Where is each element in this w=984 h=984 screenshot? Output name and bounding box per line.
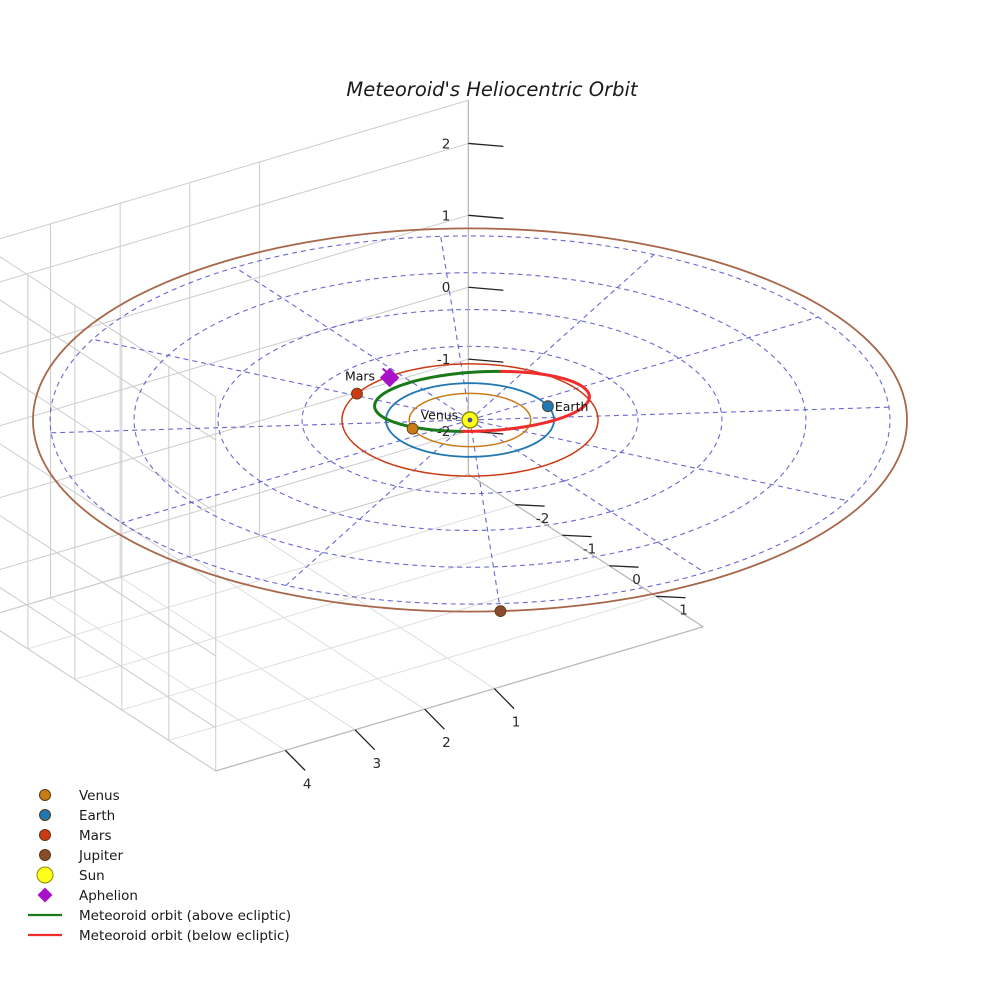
tick-mark xyxy=(493,688,515,710)
legend: Venus Earth Mars Jupiter Sun Aphelion Meteoroi… xyxy=(28,788,291,944)
legend-item[interactable]: Meteoroid orbit (below ecliptic) xyxy=(28,928,290,944)
tick-mark xyxy=(562,534,592,538)
sun-core-icon xyxy=(467,417,473,423)
polar-spoke xyxy=(469,316,819,421)
y-tick-label: 4 xyxy=(303,776,312,792)
body-label-mars: Mars xyxy=(345,369,375,384)
planet-marker-jupiter xyxy=(494,605,507,618)
legend-item[interactable]: Mars xyxy=(39,828,112,844)
tick-mark xyxy=(609,565,639,568)
legend-item[interactable]: Jupiter xyxy=(39,848,124,864)
polar-spoke xyxy=(469,419,848,502)
z-tick-label: -2 xyxy=(437,424,450,440)
polar-spoke xyxy=(51,419,471,434)
body-annotations: Venus Earth Mars xyxy=(345,369,588,423)
legend-item-label: Venus xyxy=(79,788,120,804)
tick-mark xyxy=(284,749,306,771)
legend-item-label: Earth xyxy=(79,808,115,824)
x-tick-label: 0 xyxy=(632,572,641,588)
meteoroid-orbit-segment xyxy=(373,369,503,433)
meteoroid-orbit xyxy=(373,369,591,433)
planet-orbit-path xyxy=(385,382,555,458)
tick-mark xyxy=(424,708,445,730)
legend-marker-circle xyxy=(39,789,51,801)
legend-marker-circle xyxy=(39,849,51,861)
planet-marker-venus xyxy=(406,422,419,435)
planet-marker-earth xyxy=(541,400,554,413)
legend-item[interactable]: Sun xyxy=(36,866,105,884)
legend-marker-diamond xyxy=(37,887,53,903)
polar-spoke xyxy=(440,236,471,421)
legend-item[interactable]: Earth xyxy=(39,808,116,824)
legend-item[interactable]: Meteoroid orbit (above ecliptic) xyxy=(28,908,291,924)
legend-item[interactable]: Venus xyxy=(39,788,120,804)
legend-marker-circle xyxy=(36,866,54,884)
body-label-earth: Earth xyxy=(555,399,589,414)
polar-spoke xyxy=(469,419,500,604)
tick-mark xyxy=(656,595,686,599)
z-tick-label: 1 xyxy=(442,208,451,224)
polar-spoke xyxy=(121,419,471,524)
tick-mark xyxy=(468,358,504,363)
legend-item-label: Sun xyxy=(79,868,105,884)
legend-item-label: Mars xyxy=(79,828,112,844)
aphelion-marker xyxy=(379,367,400,388)
body-markers xyxy=(351,367,554,618)
planet-marker-mars xyxy=(351,387,363,400)
x-tick-label: 1 xyxy=(679,603,688,619)
legend-item[interactable]: Aphelion xyxy=(37,887,138,905)
tick-mark xyxy=(468,214,504,219)
legend-item-label: Aphelion xyxy=(79,888,138,904)
tick-mark xyxy=(468,142,504,148)
z-tick-label: 0 xyxy=(442,280,451,296)
page-title: Meteoroid's Heliocentric Orbit xyxy=(346,78,639,101)
legend-item-label: Jupiter xyxy=(78,848,123,864)
legend-item-label: Meteoroid orbit (above ecliptic) xyxy=(79,908,291,924)
z-tick-label: -1 xyxy=(437,352,450,368)
x-tick-label: -1 xyxy=(583,542,596,558)
axis-tick-labels: 2 1 0 -1 -2 -2 -1 0 1 1 2 3 4 xyxy=(303,136,688,792)
tick-mark xyxy=(468,286,504,291)
y-tick-label: 2 xyxy=(442,735,451,751)
body-label-venus: Venus xyxy=(421,408,459,423)
legend-marker-circle xyxy=(39,809,51,821)
legend-item-label: Meteoroid orbit (below ecliptic) xyxy=(79,928,290,944)
planet-orbit-path xyxy=(341,363,599,477)
planet-orbits xyxy=(32,227,908,613)
polar-spoke xyxy=(469,419,706,574)
planet-orbit-path xyxy=(32,227,908,613)
planet-orbit-path xyxy=(408,392,532,448)
polar-spoke xyxy=(234,266,471,421)
polar-spoke xyxy=(469,406,889,421)
z-tick-label: 2 xyxy=(442,136,451,152)
tick-mark xyxy=(354,729,376,751)
meteoroid-orbit-segment xyxy=(461,369,591,433)
x-tick-label: -2 xyxy=(536,511,549,527)
polar-spoke xyxy=(92,338,471,421)
axis-ticks xyxy=(284,142,686,771)
y-tick-label: 3 xyxy=(372,756,381,772)
tick-mark xyxy=(515,504,545,507)
y-tick-label: 1 xyxy=(512,715,521,731)
legend-marker-circle xyxy=(39,829,51,841)
